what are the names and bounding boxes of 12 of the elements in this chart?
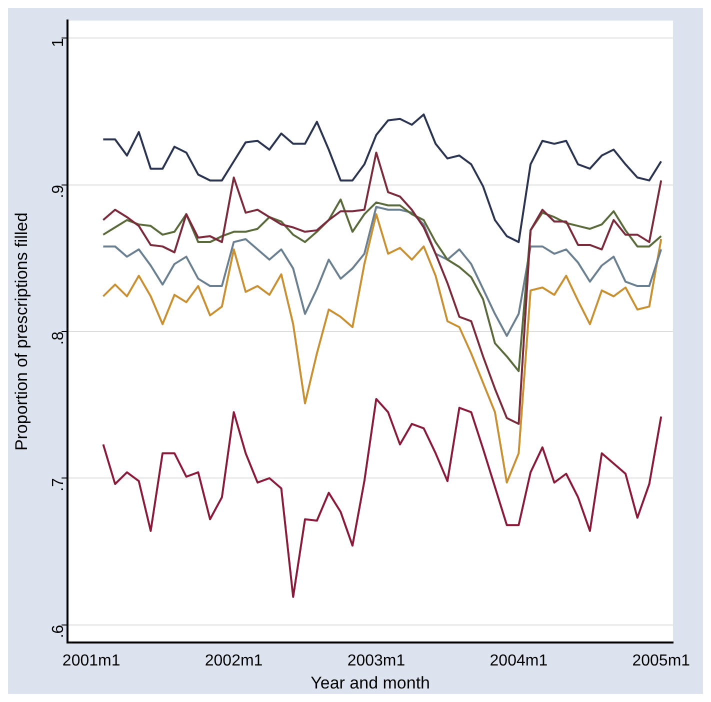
x-tick-label: 2001m1	[62, 652, 120, 670]
x-tick-label: 2005m1	[632, 652, 690, 670]
y-tick-label: .7	[50, 478, 68, 492]
y-tick-label: 1	[50, 38, 68, 48]
x-tick-label: 2004m1	[490, 652, 548, 670]
x-tick-label: 2003m1	[347, 652, 406, 670]
x-tick-label: 2002m1	[204, 652, 263, 670]
y-tick-label: .6	[50, 624, 68, 638]
y-tick-label: .9	[50, 184, 68, 198]
y-tick-label: .8	[50, 331, 68, 345]
x-axis-title: Year and month	[310, 673, 430, 692]
y-axis-title: Proportion of prescriptions filled	[12, 212, 31, 451]
